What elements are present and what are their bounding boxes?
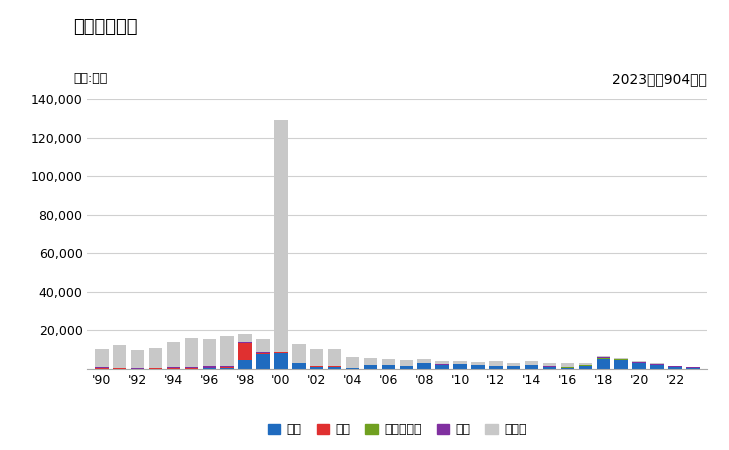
Bar [453,361,467,364]
Bar [274,352,288,353]
Bar [95,349,109,367]
Bar [543,367,556,369]
Bar [507,366,521,369]
Bar [615,360,628,369]
Text: 単位:トン: 単位:トン [73,72,107,85]
Bar [418,359,431,363]
Bar [203,366,216,368]
Bar [579,366,592,369]
Bar [525,365,538,369]
Bar [561,368,574,369]
Bar [668,367,682,369]
Bar [615,359,628,360]
Bar [184,368,198,369]
Bar [435,365,449,369]
Bar [184,367,198,368]
Bar [238,343,252,360]
Bar [471,362,485,364]
Bar [579,365,592,366]
Bar [310,349,324,366]
Bar [292,343,305,363]
Bar [220,366,234,367]
Bar [328,367,341,369]
Bar [292,363,305,369]
Bar [561,364,574,367]
Bar [596,356,610,357]
Bar [167,342,180,368]
Bar [328,349,341,366]
Bar [274,120,288,351]
Bar [220,336,234,366]
Bar [686,368,700,369]
Bar [399,366,413,369]
Bar [471,365,485,369]
Bar [489,361,502,365]
Bar [364,365,377,369]
Bar [131,350,144,368]
Bar [238,360,252,369]
Bar [95,368,109,369]
Text: 2023年：904トン: 2023年：904トン [612,72,707,86]
Legend: 豪州, 中国, パキスタン, タイ, その他: 豪州, 中国, パキスタン, タイ, その他 [263,418,531,441]
Bar [507,363,521,365]
Bar [382,359,395,365]
Bar [203,339,216,366]
Bar [113,345,126,368]
Bar [238,334,252,342]
Bar [596,358,610,359]
Bar [525,361,538,365]
Bar [203,368,216,369]
Bar [257,352,270,353]
Text: 輸出量の推移: 輸出量の推移 [73,18,137,36]
Bar [435,360,449,365]
Bar [399,360,413,365]
Bar [364,358,377,365]
Bar [95,367,109,368]
Bar [257,354,270,369]
Bar [489,366,502,369]
Bar [596,360,610,369]
Bar [238,342,252,343]
Bar [220,367,234,368]
Bar [310,367,324,369]
Bar [184,338,198,367]
Bar [418,363,431,369]
Bar [382,365,395,369]
Bar [257,339,270,352]
Bar [149,348,163,368]
Bar [257,353,270,354]
Bar [543,363,556,366]
Bar [668,365,682,366]
Bar [632,363,646,369]
Bar [453,364,467,369]
Bar [274,353,288,369]
Bar [346,368,359,369]
Bar [615,358,628,359]
Bar [632,360,646,362]
Bar [650,365,663,369]
Bar [579,363,592,365]
Bar [650,363,663,365]
Bar [220,368,234,369]
Bar [346,357,359,368]
